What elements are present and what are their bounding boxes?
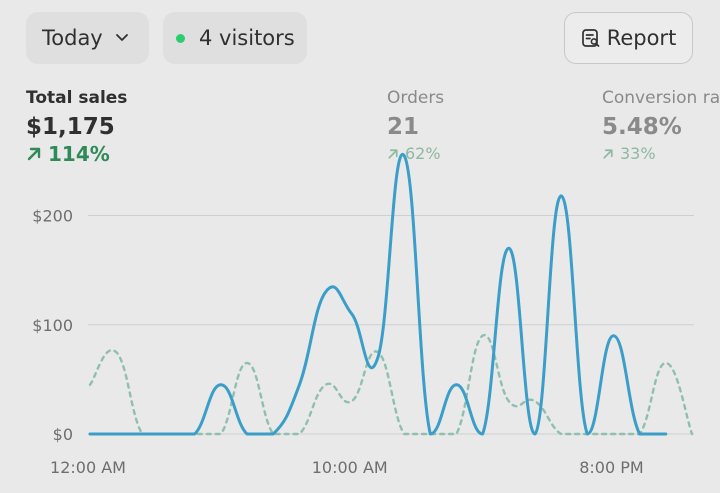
- x-tick-label: 12:00 AM: [50, 458, 126, 477]
- x-tick-label: 8:00 PM: [579, 458, 643, 477]
- metric-label: Orders: [387, 88, 445, 108]
- report-icon: [581, 28, 601, 48]
- live-visitors-button[interactable]: 4 visitors: [163, 12, 307, 64]
- x-tick-label: 10:00 AM: [312, 458, 388, 477]
- visitors-label: 4 visitors: [199, 26, 295, 50]
- series-lines: [88, 153, 694, 436]
- arrow-up-right-icon: [602, 148, 614, 160]
- metric-change: 33%: [602, 142, 720, 166]
- metric-change-value: 33%: [620, 144, 656, 163]
- report-label: Report: [606, 26, 677, 50]
- metric-label: Total sales: [26, 88, 128, 108]
- comparison-series-line: [88, 334, 694, 436]
- metric-label: Conversion rate: [602, 88, 720, 108]
- metric-conversion-rate[interactable]: Conversion rate 5.48% 33%: [602, 86, 720, 166]
- metric-change: 114%: [26, 142, 127, 166]
- arrow-up-right-icon: [26, 146, 42, 162]
- y-tick-label: $200: [32, 207, 73, 226]
- y-tick-label: $100: [32, 316, 73, 335]
- period-selector[interactable]: Today: [26, 12, 149, 64]
- metric-change-value: 62%: [405, 144, 441, 163]
- y-axis-labels: $200 $100 $0: [32, 207, 73, 444]
- arrow-up-right-icon: [387, 148, 399, 160]
- metric-change: 62%: [387, 142, 444, 166]
- metric-change-value: 114%: [48, 142, 110, 166]
- metric-value: 5.48%: [602, 114, 682, 140]
- metric-total-sales[interactable]: Total sales $1,175 114%: [26, 86, 127, 166]
- x-axis-labels: 12:00 AM 10:00 AM 8:00 PM: [50, 458, 644, 477]
- metric-value: 21: [387, 114, 420, 140]
- y-tick-label: $0: [53, 425, 73, 444]
- metric-value: $1,175: [26, 114, 115, 140]
- live-dot-icon: [176, 33, 185, 43]
- report-button[interactable]: Report: [564, 12, 693, 64]
- chevron-down-icon: [115, 33, 129, 43]
- metric-orders[interactable]: Orders 21 62%: [387, 86, 444, 166]
- period-label: Today: [42, 26, 103, 50]
- sales-series-line: [88, 153, 668, 436]
